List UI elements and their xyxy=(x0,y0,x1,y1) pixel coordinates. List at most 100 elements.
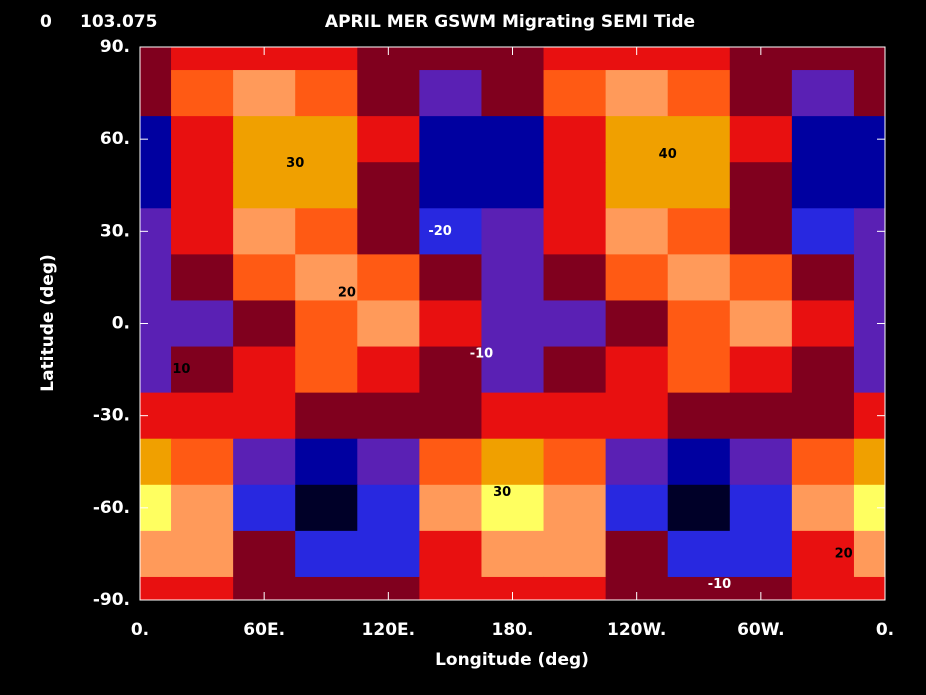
corner-left: 0 xyxy=(40,12,52,32)
field-cell xyxy=(543,438,607,486)
x-tick-label: 60W. xyxy=(737,620,784,640)
field-cell xyxy=(295,576,358,600)
field-cell xyxy=(233,438,296,486)
field-cell xyxy=(419,576,483,600)
field-cell xyxy=(419,300,483,348)
field-cell xyxy=(605,208,669,255)
field-cell xyxy=(543,208,607,255)
field-cell xyxy=(357,254,420,302)
field-cell xyxy=(171,438,234,486)
field-cell xyxy=(481,392,545,440)
field-cell xyxy=(419,162,483,209)
y-tick-label: 30. xyxy=(100,221,130,241)
x-tick-label: 180. xyxy=(492,620,534,640)
field-cell xyxy=(481,484,545,532)
field-cell xyxy=(419,47,483,71)
field-cell xyxy=(171,346,234,394)
field-cell xyxy=(543,346,607,394)
y-tick-label: -60. xyxy=(93,498,130,518)
field-cell xyxy=(729,116,793,163)
field-cell xyxy=(543,47,607,71)
field-cell xyxy=(667,576,731,600)
field-cell xyxy=(729,300,793,348)
overlay: 30 40 -20 20 -10 30 -10 20 10 xyxy=(139,46,886,601)
field-cell xyxy=(667,208,731,255)
field-cell xyxy=(791,116,855,163)
field-cell xyxy=(791,70,855,117)
field-cell xyxy=(791,392,855,440)
field-cell xyxy=(729,438,793,486)
y-tick-label: 90. xyxy=(100,37,130,57)
field-cell xyxy=(233,254,296,302)
field-cell xyxy=(853,438,885,486)
field-cell xyxy=(357,530,420,578)
field-cell xyxy=(605,438,669,486)
field-cell xyxy=(667,47,731,71)
field-cell xyxy=(481,576,545,600)
field-cell xyxy=(419,484,483,532)
field-cell xyxy=(543,392,607,440)
contour-label: 30 xyxy=(286,156,304,171)
field-cell xyxy=(171,208,234,255)
contour-label: 40 xyxy=(659,147,677,162)
field-cell xyxy=(481,70,545,117)
field-cell xyxy=(543,576,607,600)
field-cell xyxy=(729,162,793,209)
field-cell xyxy=(481,47,545,71)
contour-label: 20 xyxy=(835,546,853,561)
field-cell xyxy=(853,576,885,600)
field-cell xyxy=(667,392,731,440)
field-cell xyxy=(419,346,483,394)
field-cell xyxy=(729,530,793,578)
field-cell xyxy=(605,162,669,209)
field-cell xyxy=(171,576,234,600)
field-cell xyxy=(481,530,545,578)
field-cell xyxy=(233,208,296,255)
field-cell xyxy=(140,346,172,394)
field-cell xyxy=(357,162,420,209)
field-cell xyxy=(729,484,793,532)
corner-value: 103.075 xyxy=(80,12,157,32)
field-cell xyxy=(543,116,607,163)
field-cell xyxy=(729,208,793,255)
field-cell xyxy=(140,70,172,117)
field-cell xyxy=(295,70,358,117)
field-cell xyxy=(729,70,793,117)
field-cell xyxy=(171,254,234,302)
field-cell xyxy=(357,484,420,532)
field-cell xyxy=(171,300,234,348)
field-cell xyxy=(605,47,669,71)
field-cell xyxy=(481,208,545,255)
field-cell xyxy=(667,162,731,209)
field-cell xyxy=(233,392,296,440)
field-cell xyxy=(295,392,358,440)
field-cell xyxy=(791,530,855,578)
field-cell xyxy=(667,254,731,302)
field-cell xyxy=(543,70,607,117)
field-cell xyxy=(357,70,420,117)
x-tick-label: 120W. xyxy=(607,620,666,640)
field-cell xyxy=(233,70,296,117)
field-cell xyxy=(295,438,358,486)
field-cell xyxy=(419,530,483,578)
field-cell xyxy=(605,484,669,532)
field-cell xyxy=(357,576,420,600)
field-cell xyxy=(419,70,483,117)
field-cell xyxy=(419,392,483,440)
field-cell xyxy=(605,576,669,600)
field-cell xyxy=(481,162,545,209)
field-cell xyxy=(543,484,607,532)
field-cell xyxy=(233,530,296,578)
field-cell xyxy=(481,438,545,486)
field-cell xyxy=(171,70,234,117)
field-cell xyxy=(605,70,669,117)
y-axis-label: Latitude (deg) xyxy=(38,254,58,392)
field-cell xyxy=(729,576,793,600)
field-cell xyxy=(357,346,420,394)
field-cell xyxy=(481,116,545,163)
contour-label: 10 xyxy=(172,362,190,377)
field-cell xyxy=(419,116,483,163)
field-cell xyxy=(853,70,885,117)
field-cell xyxy=(543,162,607,209)
